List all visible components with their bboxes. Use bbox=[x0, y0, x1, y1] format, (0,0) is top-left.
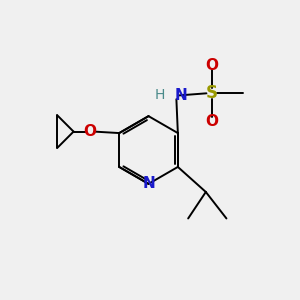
Text: N: N bbox=[142, 176, 155, 191]
Text: O: O bbox=[205, 58, 218, 73]
Text: N: N bbox=[174, 88, 187, 103]
Text: O: O bbox=[83, 124, 96, 139]
Text: S: S bbox=[206, 84, 218, 102]
Text: H: H bbox=[154, 88, 165, 102]
Text: O: O bbox=[205, 114, 218, 129]
